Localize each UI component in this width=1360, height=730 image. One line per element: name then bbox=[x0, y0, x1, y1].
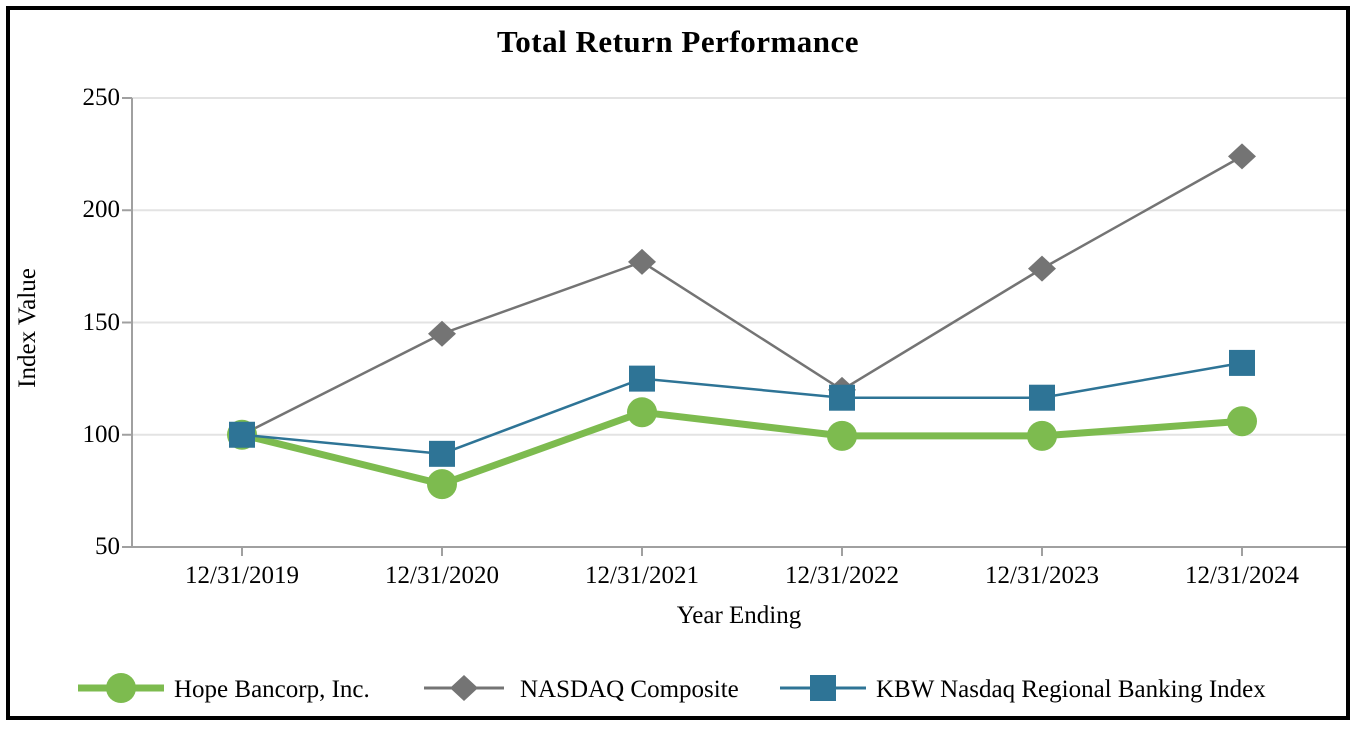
data-point-diamond bbox=[1028, 255, 1056, 282]
x-axis-title: Year Ending bbox=[676, 602, 802, 629]
legend-label: Hope Bancorp, Inc. bbox=[174, 676, 370, 703]
data-point-diamond bbox=[428, 320, 456, 347]
data-point-square bbox=[1229, 349, 1255, 376]
data-point-square bbox=[429, 440, 455, 467]
legend-item: NASDAQ Composite bbox=[424, 662, 739, 716]
data-point-diamond bbox=[628, 248, 656, 275]
y-tick-label: 50 bbox=[95, 533, 120, 560]
chart-title: Total Return Performance bbox=[496, 24, 860, 59]
legend-square-icon bbox=[780, 670, 868, 711]
y-axis-title: Index Value bbox=[14, 268, 41, 388]
series-line bbox=[241, 408, 1243, 488]
data-point-circle bbox=[427, 469, 457, 500]
data-point-square bbox=[229, 421, 255, 448]
x-tick-label: 12/31/2020 bbox=[385, 562, 499, 589]
legend-circle-icon bbox=[78, 670, 166, 711]
data-point-square bbox=[629, 365, 655, 392]
series-line bbox=[241, 155, 1243, 436]
legend-item: KBW Nasdaq Regional Banking Index bbox=[780, 662, 1266, 716]
plot-area bbox=[122, 97, 1346, 556]
x-tick-label: 12/31/2019 bbox=[185, 562, 299, 589]
x-tick-label: 12/31/2023 bbox=[985, 562, 1099, 589]
chart-frame: Total Return Performance Index Value 50 1… bbox=[6, 6, 1350, 720]
data-point-diamond bbox=[1228, 143, 1256, 170]
legend-diamond-icon bbox=[424, 670, 512, 711]
data-point-circle bbox=[827, 420, 857, 451]
legend-item: Hope Bancorp, Inc. bbox=[78, 662, 370, 716]
legend: Hope Bancorp, Inc. NASDAQ Composite KBW Na… bbox=[10, 662, 1346, 716]
x-tick-label: 12/31/2024 bbox=[1185, 562, 1299, 589]
data-point-circle bbox=[627, 397, 657, 428]
y-tick-label: 150 bbox=[82, 308, 121, 336]
data-point-square bbox=[829, 384, 855, 411]
series-line bbox=[241, 361, 1243, 456]
y-tick-label: 200 bbox=[82, 196, 121, 224]
data-point-square bbox=[1029, 384, 1055, 411]
legend-label: KBW Nasdaq Regional Banking Index bbox=[876, 676, 1266, 703]
y-tick-label: 100 bbox=[82, 420, 121, 448]
data-point-circle bbox=[1227, 406, 1257, 437]
legend-label: NASDAQ Composite bbox=[520, 676, 739, 703]
x-tick-label: 12/31/2022 bbox=[785, 562, 899, 589]
x-tick-label: 12/31/2021 bbox=[585, 562, 699, 589]
y-tick-label: 250 bbox=[82, 84, 121, 111]
data-point-circle bbox=[1027, 420, 1057, 451]
